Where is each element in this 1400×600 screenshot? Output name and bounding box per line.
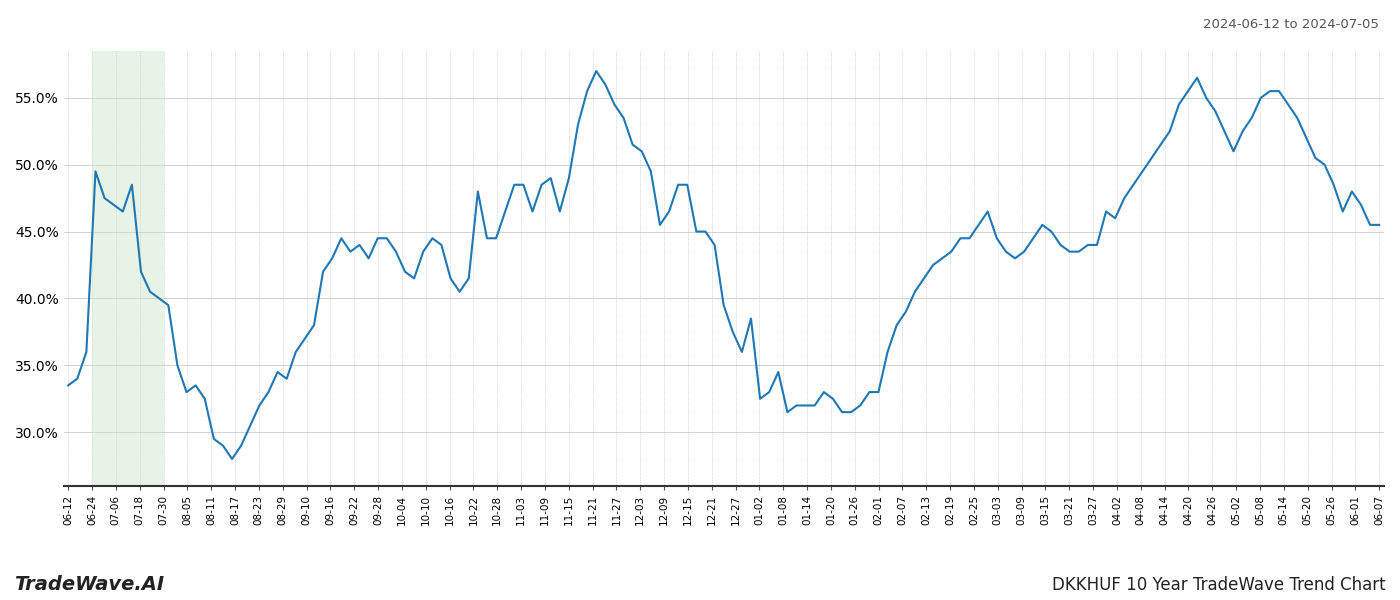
Text: 2024-06-12 to 2024-07-05: 2024-06-12 to 2024-07-05 [1203,18,1379,31]
Text: TradeWave.AI: TradeWave.AI [14,575,164,594]
Bar [92,51,164,486]
Text: DKKHUF 10 Year TradeWave Trend Chart: DKKHUF 10 Year TradeWave Trend Chart [1053,576,1386,594]
